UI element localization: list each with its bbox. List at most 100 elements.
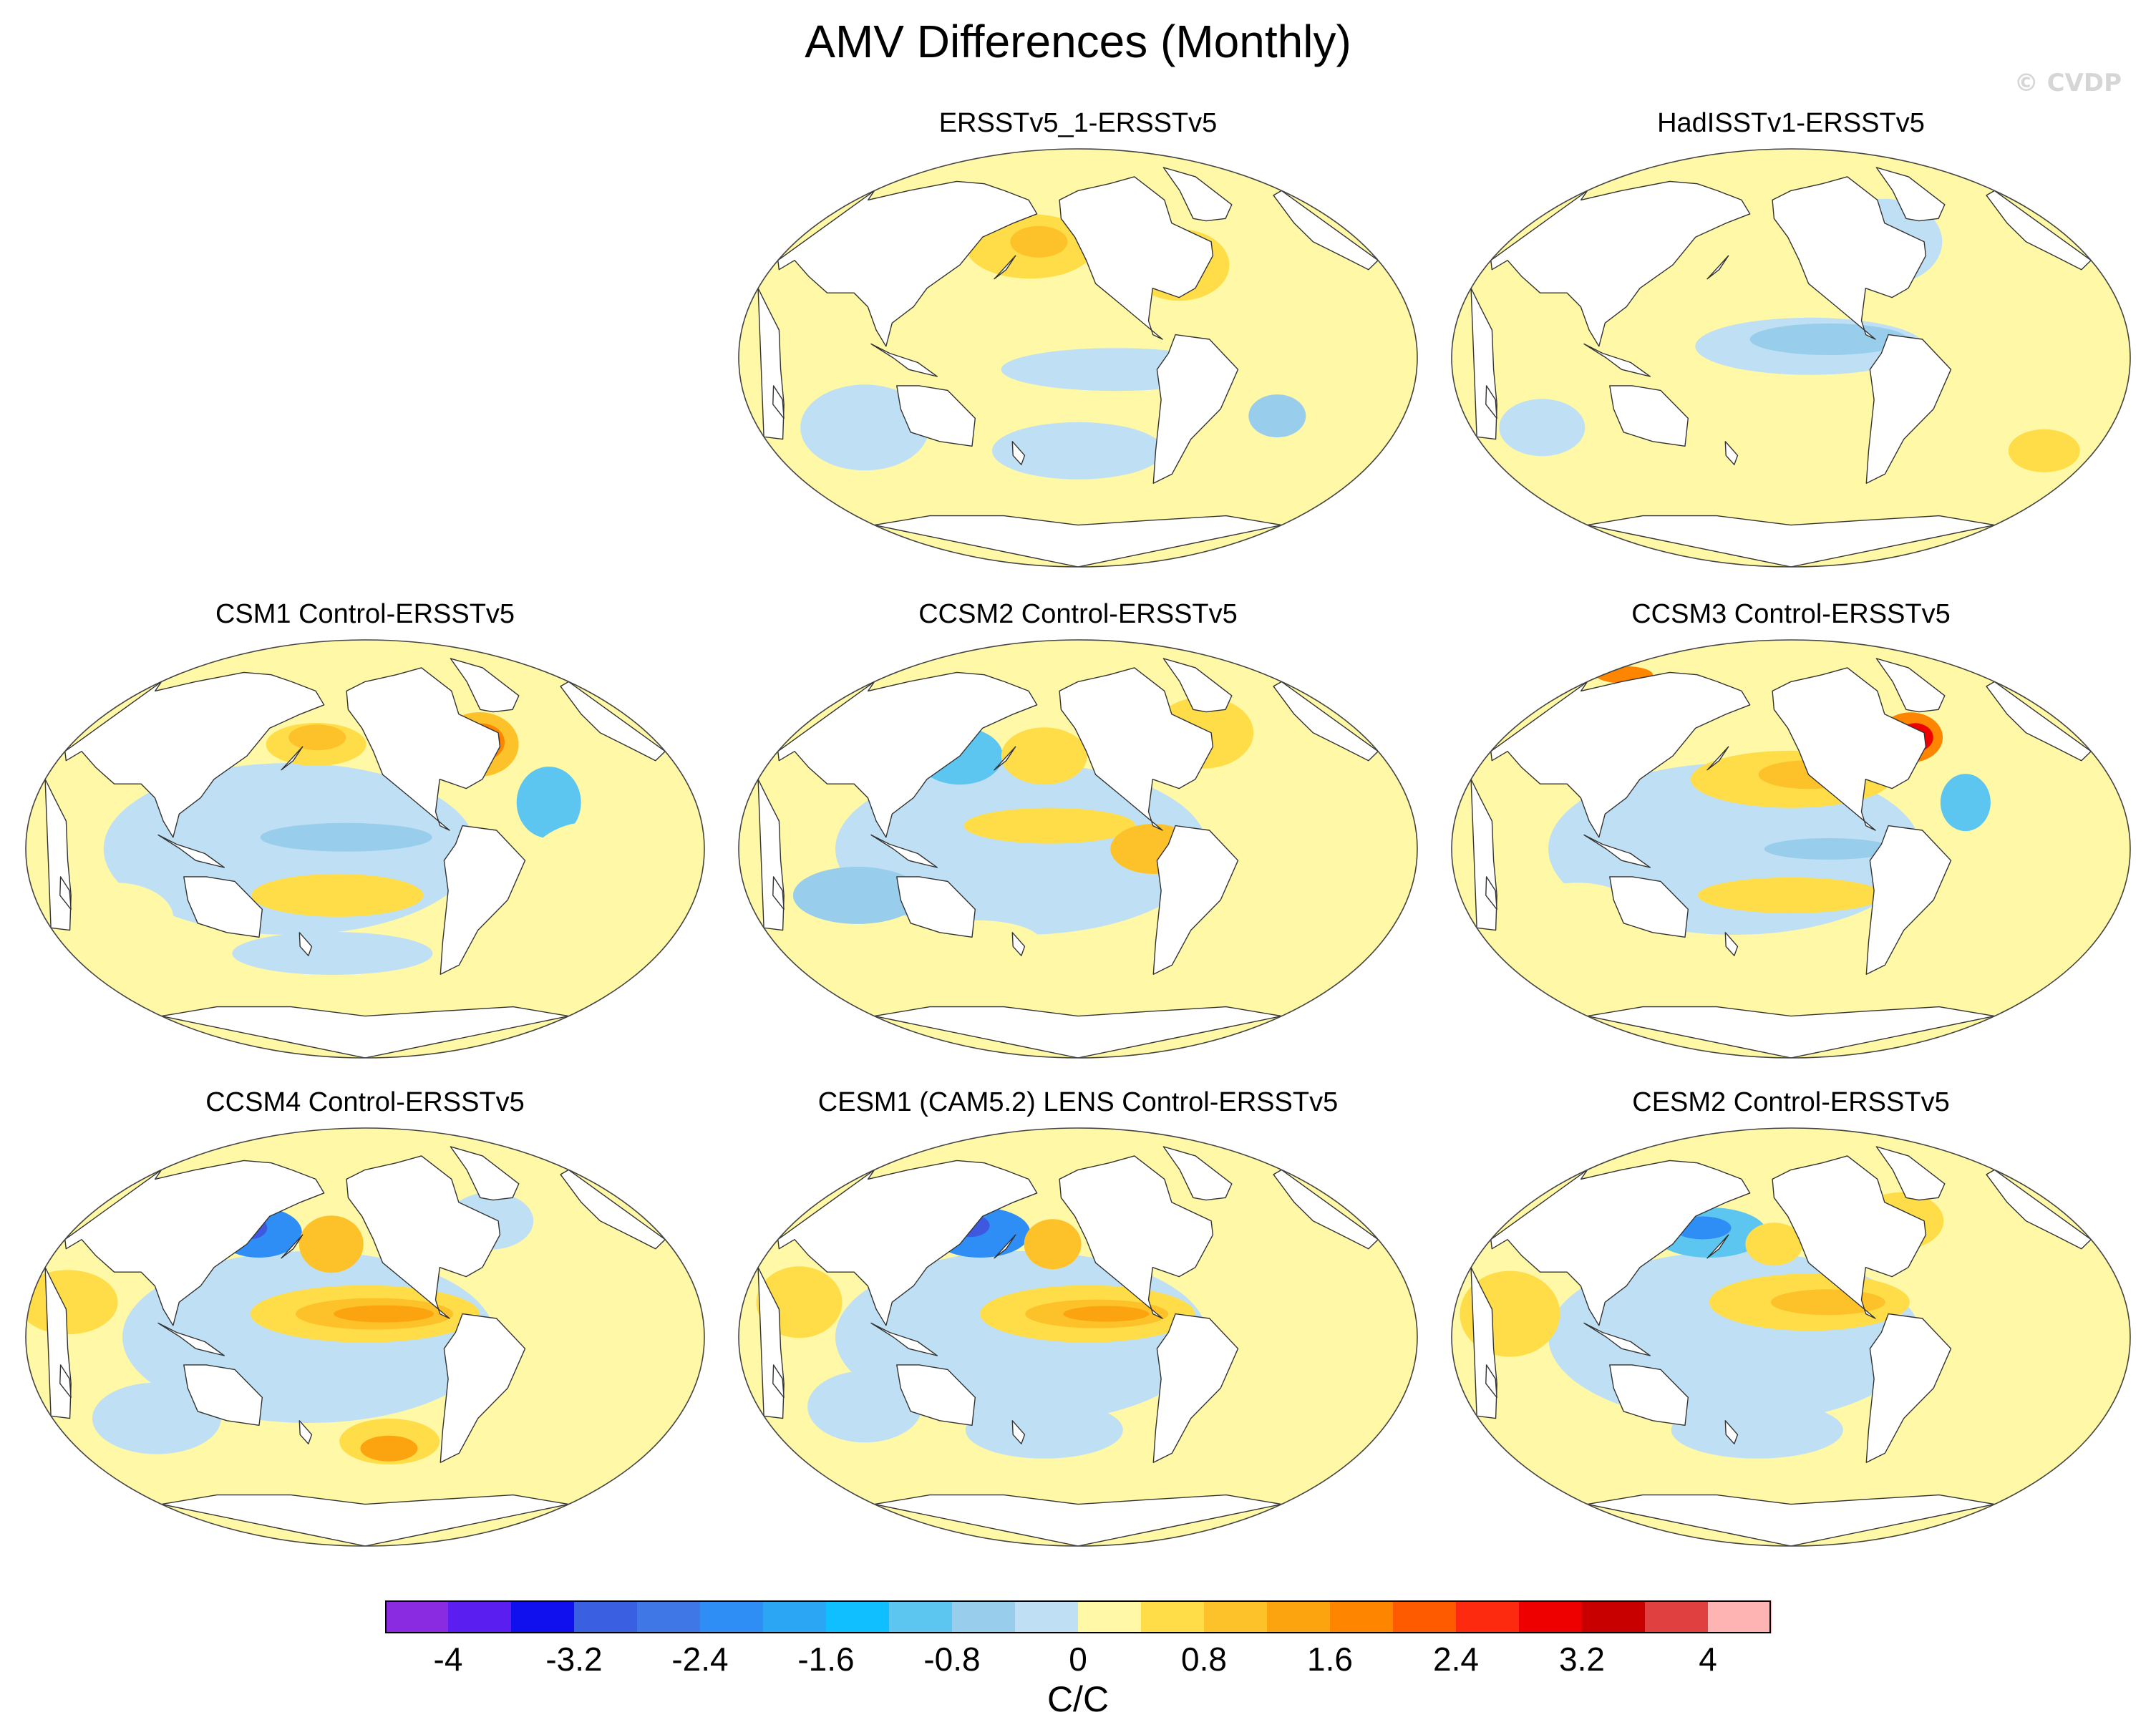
colorbar-tick-label: 2.4 (1433, 1641, 1479, 1678)
anomaly-contour (360, 1435, 418, 1462)
anomaly-contour (1749, 324, 1908, 355)
coastline (1986, 1169, 2092, 1250)
colorbar-swatch (1141, 1600, 1205, 1633)
anomaly-contour (92, 1382, 221, 1454)
colorbar-swatch (952, 1600, 1016, 1633)
anomaly-contour (1513, 883, 1643, 955)
anomaly-contour (1063, 1306, 1150, 1322)
colorbar-tick-label: 0 (1069, 1641, 1087, 1678)
coastline (1583, 1322, 1651, 1356)
coastline (1586, 1006, 1996, 1058)
coastline (160, 1494, 570, 1546)
robinson-map (738, 1127, 1418, 1547)
coastline (59, 876, 72, 910)
coastline (1162, 1146, 1233, 1201)
anomaly-contour (1670, 410, 1842, 468)
robinson-map (738, 639, 1418, 1059)
coastline (772, 385, 785, 419)
coastline (1152, 825, 1239, 975)
colorbar-swatch (1015, 1600, 1079, 1633)
coastline (281, 746, 304, 771)
coastline (1273, 681, 1379, 762)
coastline (1011, 932, 1026, 956)
coastline (1583, 834, 1651, 868)
anomaly-contour (1764, 838, 1893, 860)
coastline (157, 834, 225, 868)
colorbar-swatch (889, 1600, 953, 1633)
coastline (160, 1006, 570, 1058)
coastline (1986, 190, 2092, 271)
anomaly-contour (1745, 1223, 1803, 1266)
coastline (1865, 334, 1952, 484)
coastline (1011, 441, 1026, 465)
colorbar-swatch (826, 1600, 890, 1633)
coastline (772, 1364, 785, 1399)
globe-outline (1451, 1127, 2131, 1547)
anomaly-contour (1770, 1289, 1885, 1316)
coastline (1152, 334, 1239, 484)
colorbar (385, 1600, 1772, 1633)
anomaly-contour (525, 822, 654, 923)
continents (1470, 167, 2092, 567)
colorbar-tick-label: -1.6 (797, 1641, 855, 1678)
coastline (440, 1313, 526, 1463)
coastline (281, 1234, 304, 1259)
anomaly-contour (963, 807, 1136, 844)
coastline (59, 1364, 72, 1399)
coastline (1011, 1420, 1026, 1444)
coastline (1772, 176, 1927, 340)
coastline (298, 932, 313, 956)
coastline (1772, 1155, 1927, 1319)
colorbar-unit: C/C (1047, 1679, 1109, 1719)
colorbar-tick-label: -0.8 (923, 1641, 981, 1678)
map-panel-6: CCSM4 Control-ERSSTv5 (14, 1087, 716, 1547)
panel-title: CSM1 Control-ERSSTv5 (215, 599, 515, 629)
colorbar-swatch (1582, 1600, 1646, 1633)
coastline (1485, 876, 1497, 910)
coastline (1485, 1364, 1497, 1399)
coastline (870, 834, 938, 868)
coastline (346, 667, 501, 831)
colorbar-swatch (1204, 1600, 1268, 1633)
coastline (873, 1006, 1283, 1058)
robinson-map (25, 1127, 705, 1547)
coastline (1986, 681, 2092, 762)
anomaly-contour (530, 1328, 646, 1415)
coastline (1724, 1420, 1739, 1444)
anomaly-contour (1024, 1219, 1082, 1270)
colorbar-tick-label: 3.2 (1559, 1641, 1605, 1678)
coastline (1485, 385, 1497, 419)
cvdp-watermark: © CVDP (2014, 69, 2122, 97)
globe-outline (738, 639, 1418, 1059)
map-panel-8: CESM2 Control-ERSSTv5 (1440, 1087, 2142, 1547)
colorbar-swatch (448, 1600, 512, 1633)
anomaly-contour (1248, 394, 1306, 438)
colorbar-swatch (1708, 1600, 1772, 1633)
coastline (1724, 932, 1739, 956)
coastline (873, 515, 1283, 567)
robinson-map (1451, 1127, 2131, 1547)
map-panel-5: CCSM3 Control-ERSSTv5 (1440, 598, 2142, 1059)
colorbar-swatch (511, 1600, 575, 1633)
coastline (994, 746, 1016, 771)
continents (1470, 658, 2092, 1058)
continents (757, 658, 1379, 1058)
colorbar-tick-label: 4 (1699, 1641, 1717, 1678)
colorbar-swatch (1078, 1600, 1142, 1633)
anomaly-contour (973, 854, 1145, 890)
colorbar-tick-label: -3.2 (545, 1641, 603, 1678)
map-panel-3: CSM1 Control-ERSSTv5 (14, 598, 716, 1059)
coastline (1059, 667, 1214, 831)
anomaly-contour (1243, 1328, 1359, 1415)
anomaly-contour (1238, 815, 1367, 930)
coastline (1162, 658, 1233, 713)
continents (44, 658, 666, 1058)
globe-outline (25, 639, 705, 1059)
anomaly-contour (1001, 727, 1087, 785)
colorbar-swatch (1645, 1600, 1709, 1633)
globe-outline (738, 148, 1418, 568)
coastline (560, 1169, 666, 1250)
coastline (1706, 746, 1729, 771)
panel-title: CESM2 Control-ERSSTv5 (1632, 1087, 1950, 1117)
coastline (1059, 176, 1214, 340)
